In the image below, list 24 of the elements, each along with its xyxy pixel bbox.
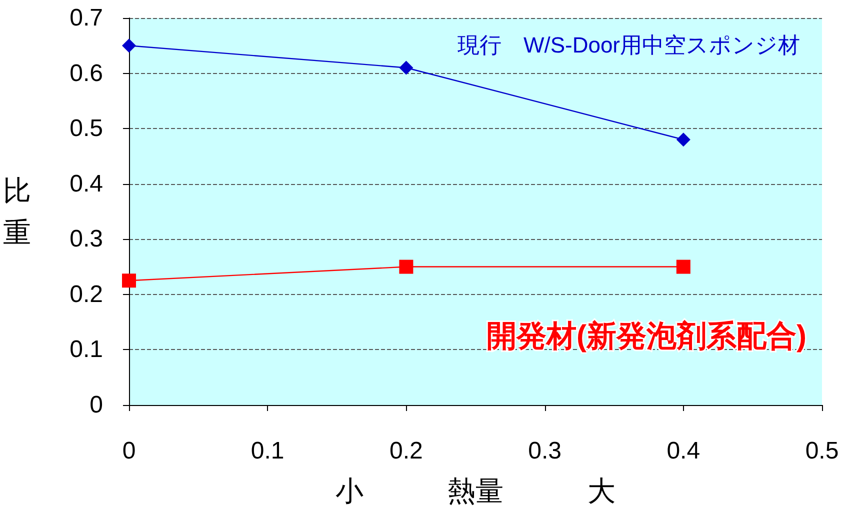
series-label: 開発材(新発泡剤系配合) xyxy=(486,319,807,353)
y-tick-label: 0.6 xyxy=(70,60,103,87)
x-tick-label: 0.5 xyxy=(805,438,839,464)
x-tick-label: 0 xyxy=(122,438,136,464)
point xyxy=(399,60,414,75)
y-tick-label: 0.4 xyxy=(70,170,103,198)
x-tick-label: 0.1 xyxy=(250,438,284,464)
y-tick-label: 0.3 xyxy=(70,226,103,253)
y-tick-label: 0.1 xyxy=(70,336,103,364)
x-axis-title: 小 熱量 大 xyxy=(336,476,616,506)
point xyxy=(122,274,136,288)
y-tick-label: 0.5 xyxy=(70,115,103,142)
y-tick-label: 0.7 xyxy=(70,4,103,32)
point xyxy=(676,132,690,147)
point xyxy=(122,38,136,53)
x-tick-label: 0.3 xyxy=(528,438,562,464)
x-tick-label: 0.2 xyxy=(390,438,423,464)
y-tick-label: 0.2 xyxy=(70,280,103,308)
point xyxy=(399,260,414,274)
y-axis-title: 比重 xyxy=(3,175,31,248)
y-tick-label: 0 xyxy=(90,392,103,418)
series-label: 現行 W/S-Door用中空スポンジ材 xyxy=(457,32,800,58)
x-tick-label: 0.4 xyxy=(666,438,700,464)
point xyxy=(676,260,690,274)
